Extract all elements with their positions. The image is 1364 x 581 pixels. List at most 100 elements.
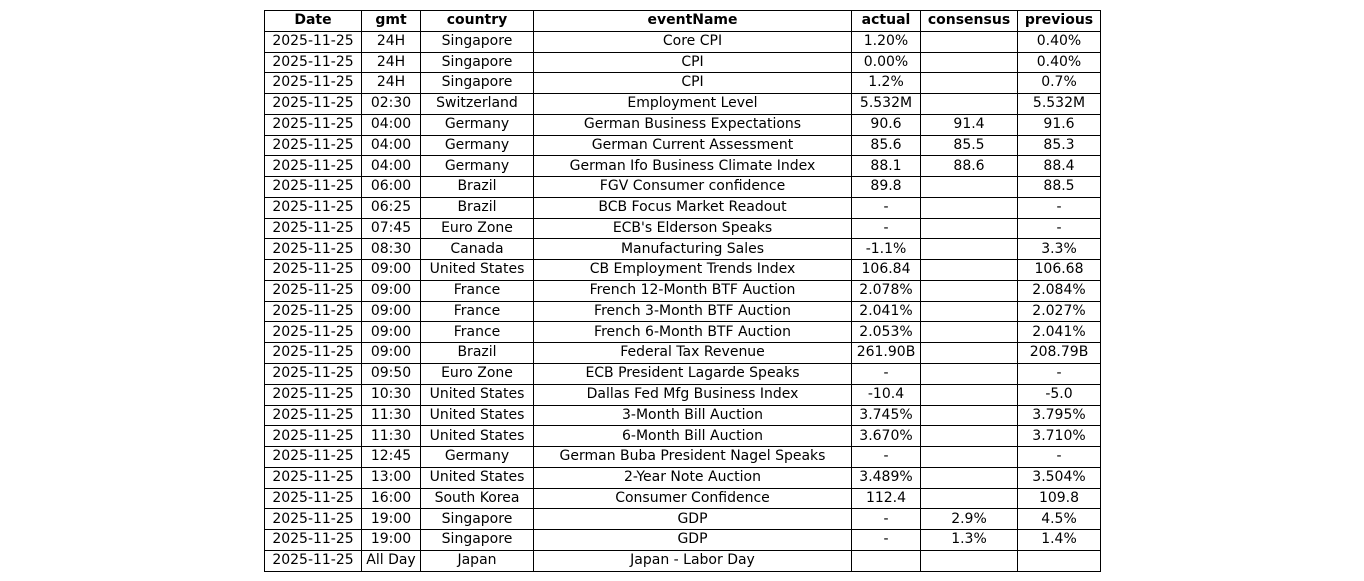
cell-previous: - [1017,196,1101,219]
cell-consensus [920,342,1018,365]
cell-gmt: 04:00 [361,134,421,157]
cell-gmt: 08:30 [361,238,421,261]
table-row: 2025-11-25 13:00 United States 2-Year Note … [264,466,1101,489]
cell-consensus [920,238,1018,261]
table-body: 2025-11-25 24H Singapore Core CPI 1.20% 0.40%… [264,30,1101,572]
cell-previous: 3.710% [1017,425,1101,448]
cell-date: 2025-11-25 [264,259,362,281]
cell-country: Canada [420,238,534,261]
table-row: 2025-11-25 09:50 Euro Zone ECB President La… [264,363,1101,385]
cell-country: Brazil [420,196,534,219]
cell-actual: 90.6 [851,113,921,136]
cell-gmt: 09:00 [361,342,421,365]
cell-consensus: 1.3% [920,529,1018,551]
cell-actual: - [851,196,921,219]
cell-country: Euro Zone [420,363,534,385]
cell-date: 2025-11-25 [264,30,362,53]
cell-date: 2025-11-25 [264,363,362,385]
table-row: 2025-11-25 11:30 United States 3-Month Bill… [264,404,1101,427]
cell-gmt: 09:00 [361,259,421,281]
cell-consensus [920,404,1018,427]
cell-consensus [920,487,1018,510]
cell-actual: -1.1% [851,238,921,261]
table-row: 2025-11-25 04:00 Germany German Current Ass… [264,134,1101,157]
cell-eventname: Core CPI [533,30,852,53]
cell-date: 2025-11-25 [264,446,362,468]
cell-eventname: 6-Month Bill Auction [533,425,852,448]
cell-eventname: French 12-Month BTF Auction [533,279,852,302]
table-row: 2025-11-25 24H Singapore CPI 0.00% 0.40% [264,51,1101,74]
table-row: 2025-11-25 09:00 France French 6-Month BTF … [264,321,1101,344]
column-header-gmt: gmt [361,10,421,32]
cell-actual: 0.00% [851,51,921,74]
cell-country: Singapore [420,51,534,74]
table-row: 2025-11-25 16:00 South Korea Consumer Confi… [264,487,1101,510]
cell-actual: 3.670% [851,425,921,448]
cell-country: France [420,279,534,302]
cell-previous: 85.3 [1017,134,1101,157]
cell-date: 2025-11-25 [264,487,362,510]
cell-actual: 85.6 [851,134,921,157]
cell-consensus [920,259,1018,281]
table-row: 2025-11-25 11:30 United States 6-Month Bill… [264,425,1101,448]
table-row: 2025-11-25 10:30 United States Dallas Fed M… [264,383,1101,406]
cell-eventname: German Current Assessment [533,134,852,157]
cell-previous: 3.504% [1017,466,1101,489]
cell-consensus: 88.6 [920,155,1018,178]
cell-previous: - [1017,217,1101,240]
cell-gmt: 04:00 [361,113,421,136]
cell-gmt: 24H [361,72,421,95]
cell-consensus [920,300,1018,323]
cell-eventname: 2-Year Note Auction [533,466,852,489]
cell-eventname: German Business Expectations [533,113,852,136]
cell-gmt: 10:30 [361,383,421,406]
cell-consensus: 85.5 [920,134,1018,157]
cell-eventname: BCB Focus Market Readout [533,196,852,219]
cell-previous: - [1017,363,1101,385]
cell-eventname: 3-Month Bill Auction [533,404,852,427]
cell-date: 2025-11-25 [264,217,362,240]
cell-gmt: All Day [361,549,421,572]
cell-eventname: French 6-Month BTF Auction [533,321,852,344]
cell-previous: - [1017,446,1101,468]
cell-date: 2025-11-25 [264,238,362,261]
cell-previous: 88.4 [1017,155,1101,178]
cell-date: 2025-11-25 [264,321,362,344]
cell-country: United States [420,259,534,281]
column-header-previous: previous [1017,10,1101,32]
cell-consensus [920,549,1018,572]
cell-date: 2025-11-25 [264,466,362,489]
table-row: 2025-11-25 19:00 Singapore GDP -1.3% 1.4% [264,529,1101,551]
cell-previous: 91.6 [1017,113,1101,136]
table-row: 2025-11-25 04:00 Germany German Ifo Busines… [264,155,1101,178]
cell-date: 2025-11-25 [264,425,362,448]
cell-actual: 261.90B [851,342,921,365]
cell-date: 2025-11-25 [264,404,362,427]
cell-gmt: 09:00 [361,279,421,302]
cell-country: France [420,300,534,323]
cell-country: Euro Zone [420,217,534,240]
cell-eventname: GDP [533,508,852,531]
cell-consensus [920,321,1018,344]
cell-country: Japan [420,549,534,572]
cell-consensus [920,363,1018,385]
table-row: 2025-11-25 08:30 Canada Manufacturing Sales… [264,238,1101,261]
cell-actual: - [851,446,921,468]
cell-country: Singapore [420,30,534,53]
cell-date: 2025-11-25 [264,176,362,198]
cell-gmt: 24H [361,30,421,53]
cell-country: Singapore [420,508,534,531]
column-header-actual: actual [851,10,921,32]
cell-gmt: 09:00 [361,321,421,344]
cell-actual: -10.4 [851,383,921,406]
cell-consensus [920,279,1018,302]
cell-previous: 208.79B [1017,342,1101,365]
cell-actual: 89.8 [851,176,921,198]
cell-previous: 3.3% [1017,238,1101,261]
cell-gmt: 06:00 [361,176,421,198]
cell-consensus [920,72,1018,95]
cell-country: United States [420,404,534,427]
cell-country: Singapore [420,72,534,95]
cell-previous: 106.68 [1017,259,1101,281]
